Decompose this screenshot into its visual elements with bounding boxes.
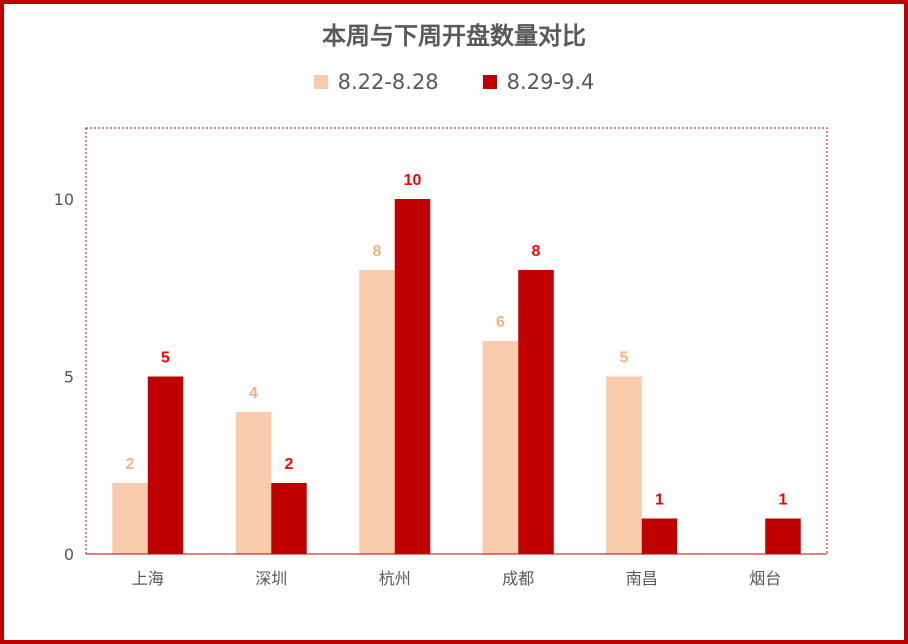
data-label-series-1-1: 4: [249, 385, 258, 402]
bar-series-2-4: [641, 518, 678, 554]
legend-swatch-series-1: [313, 75, 328, 89]
data-label-series-2-2: 10: [404, 172, 422, 189]
data-label-series-1-4: 5: [620, 350, 629, 367]
legend-swatch-series-2: [482, 75, 497, 89]
y-tick-label-1: 5: [64, 368, 74, 387]
bar-series-1-3: [482, 341, 519, 554]
data-label-series-2-5: 1: [779, 492, 788, 509]
data-label-series-2-0: 5: [161, 350, 170, 367]
plot-area: [85, 127, 828, 555]
legend-item-series-1: 8.22-8.28: [313, 70, 439, 94]
chart-title: 本周与下周开盘数量对比: [322, 22, 586, 50]
x-tick-label-0: 上海: [132, 569, 164, 588]
legend-item-series-2: 8.29-9.4: [482, 70, 595, 94]
bar-series-2-3: [518, 270, 554, 554]
data-label-series-2-3: 8: [532, 243, 541, 260]
bar-series-2-1: [271, 483, 307, 554]
data-label-series-1-0: 2: [126, 456, 135, 473]
x-tick-label-2: 杭州: [379, 569, 411, 588]
data-label-series-2-1: 2: [285, 456, 294, 473]
bar-series-1-0: [112, 483, 148, 554]
legend: 8.22-8.28 8.29-9.4: [0, 70, 908, 94]
x-tick-label-4: 南昌: [626, 569, 658, 588]
bar-series-1-2: [359, 270, 395, 554]
x-tick-label-5: 烟台: [749, 569, 781, 588]
data-label-series-2-4: 1: [655, 492, 664, 509]
bar-series-1-4: [606, 376, 642, 554]
x-tick-label-1: 深圳: [255, 569, 287, 588]
data-label-series-1-2: 8: [373, 243, 382, 260]
bar-series-2-5: [765, 518, 801, 554]
data-labels-group: 2 5 4 2 8 10 6 8 5 1 1: [126, 172, 788, 509]
y-tick-label-0: 0: [64, 545, 74, 564]
data-label-series-1-3: 6: [496, 314, 505, 331]
bars-group: [112, 199, 801, 554]
bar-series-2-0: [147, 376, 184, 554]
y-axis: 0 5 10: [54, 190, 74, 564]
x-tick-label-3: 成都: [502, 569, 534, 588]
bar-series-1-1: [235, 412, 272, 554]
bar-series-2-2: [394, 199, 431, 554]
y-tick-label-2: 10: [54, 190, 74, 209]
x-axis: 上海 深圳 杭州 成都 南昌 烟台: [86, 553, 827, 588]
legend-label-series-1: 8.22-8.28: [337, 70, 439, 94]
legend-label-series-2: 8.29-9.4: [506, 70, 595, 94]
